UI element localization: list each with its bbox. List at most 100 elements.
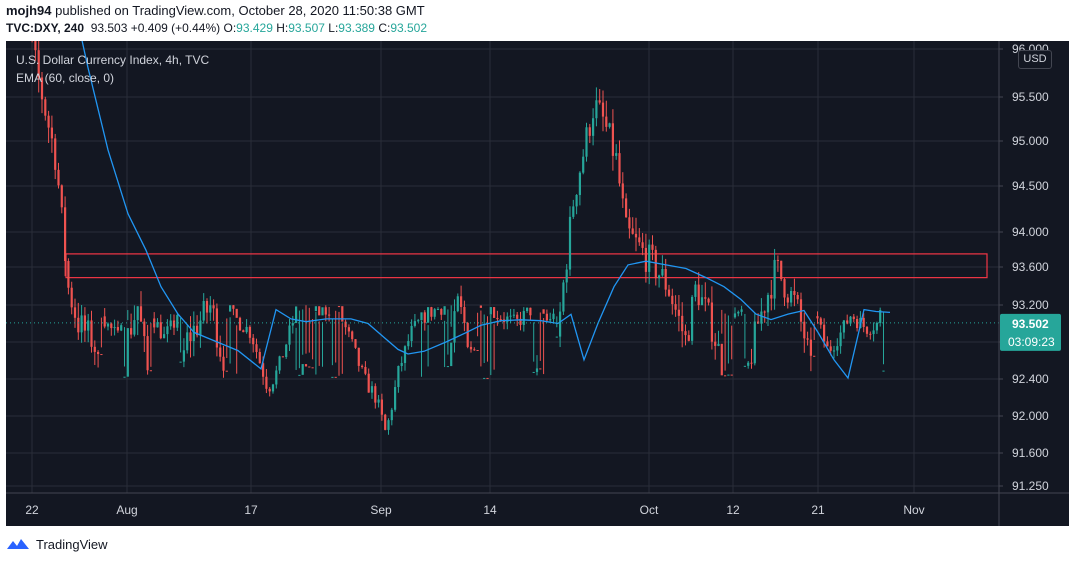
- candle-body: [179, 361, 182, 363]
- candle-body: [865, 326, 869, 334]
- candle-body: [446, 366, 449, 368]
- open-label: O:: [223, 21, 237, 35]
- candle: [730, 325, 733, 376]
- candle: [796, 292, 799, 304]
- candle: [331, 319, 334, 378]
- candle: [423, 310, 426, 331]
- candle-body: [169, 320, 172, 327]
- candle: [483, 314, 486, 379]
- candle: [446, 309, 449, 368]
- candle: [67, 258, 70, 295]
- candle: [592, 108, 595, 146]
- chart-canvas[interactable]: 96.00095.50095.00094.50094.00093.60093.2…: [6, 41, 1069, 526]
- footer-brand[interactable]: TradingView: [6, 534, 108, 554]
- candle-body: [328, 314, 331, 316]
- candle: [90, 310, 93, 353]
- price-tick-label: 91.250: [1012, 479, 1049, 493]
- candle-body: [615, 153, 618, 156]
- candle: [568, 206, 572, 276]
- candle-body: [90, 320, 93, 347]
- candle: [803, 312, 806, 353]
- candle: [595, 87, 598, 127]
- candle-body: [628, 217, 631, 229]
- candle-body: [516, 314, 519, 319]
- candle: [430, 306, 433, 321]
- candle-body: [202, 301, 205, 321]
- candle: [351, 330, 354, 342]
- time-tick-label: Nov: [903, 503, 924, 517]
- candle-body: [275, 370, 278, 385]
- author-name: mojh94: [6, 3, 52, 18]
- candle-body: [753, 321, 756, 364]
- candle: [799, 292, 803, 332]
- candle: [526, 307, 529, 313]
- candle: [535, 355, 539, 376]
- candle-body: [720, 343, 723, 376]
- time-tick-label: Aug: [116, 503, 137, 517]
- candle: [552, 308, 555, 324]
- candle: [103, 308, 106, 329]
- candle: [77, 302, 80, 340]
- candle-body: [47, 115, 50, 128]
- candle: [93, 340, 96, 365]
- candle-body: [608, 123, 611, 127]
- candle-body: [747, 362, 750, 366]
- candle-body: [136, 306, 139, 321]
- candle: [661, 255, 664, 277]
- candle: [281, 356, 284, 358]
- candle: [469, 341, 473, 353]
- candle-body: [192, 325, 195, 342]
- time-tick-label: 12: [726, 503, 740, 517]
- candle: [743, 313, 746, 367]
- candle: [453, 299, 456, 353]
- candle-body: [618, 153, 621, 184]
- candle-body: [413, 321, 416, 326]
- candles: [31, 41, 885, 435]
- candle: [384, 413, 387, 431]
- candle: [710, 286, 713, 350]
- candle-body: [578, 172, 581, 195]
- candle: [463, 300, 466, 332]
- candle: [130, 313, 133, 339]
- candle-body: [159, 322, 162, 339]
- candle-body: [559, 311, 562, 337]
- candle-body: [631, 228, 634, 234]
- candle: [301, 309, 304, 375]
- candle-body: [829, 346, 832, 351]
- candle-body: [271, 384, 275, 392]
- indicator-legend[interactable]: EMA (60, close, 0): [16, 71, 115, 85]
- candle-body: [133, 320, 136, 335]
- candle-body: [344, 321, 347, 328]
- candle-body: [704, 297, 707, 299]
- candle: [271, 383, 275, 394]
- candle-body: [836, 346, 839, 351]
- candle-body: [793, 290, 796, 295]
- candle: [585, 122, 588, 162]
- candle-body: [592, 118, 595, 136]
- close-value: 93.502: [390, 21, 428, 35]
- candle-body: [212, 305, 215, 309]
- candle-body: [605, 116, 608, 127]
- candle-body: [648, 244, 651, 272]
- candle-body: [215, 308, 218, 348]
- candle-body: [460, 296, 463, 307]
- candle-body: [526, 307, 529, 312]
- candle-body: [268, 388, 271, 392]
- candle-body: [291, 323, 294, 326]
- candle: [364, 361, 367, 376]
- currency-button[interactable]: USD: [1018, 50, 1052, 69]
- time-tick-label: 21: [811, 503, 825, 517]
- candle-body: [37, 50, 40, 78]
- chart-frame[interactable]: 96.000 95.500 95.000 94.500 94.000 93.600 93.2…: [6, 41, 1069, 526]
- candle-body: [677, 309, 680, 316]
- candle-body: [232, 305, 235, 309]
- candle-body: [776, 259, 779, 261]
- candle: [750, 348, 753, 369]
- candle: [618, 140, 621, 187]
- candle-body: [463, 306, 466, 323]
- candle: [169, 314, 172, 330]
- candle-body: [443, 306, 446, 315]
- candle-body: [532, 371, 535, 373]
- candle: [631, 217, 634, 235]
- candle-body: [875, 322, 878, 331]
